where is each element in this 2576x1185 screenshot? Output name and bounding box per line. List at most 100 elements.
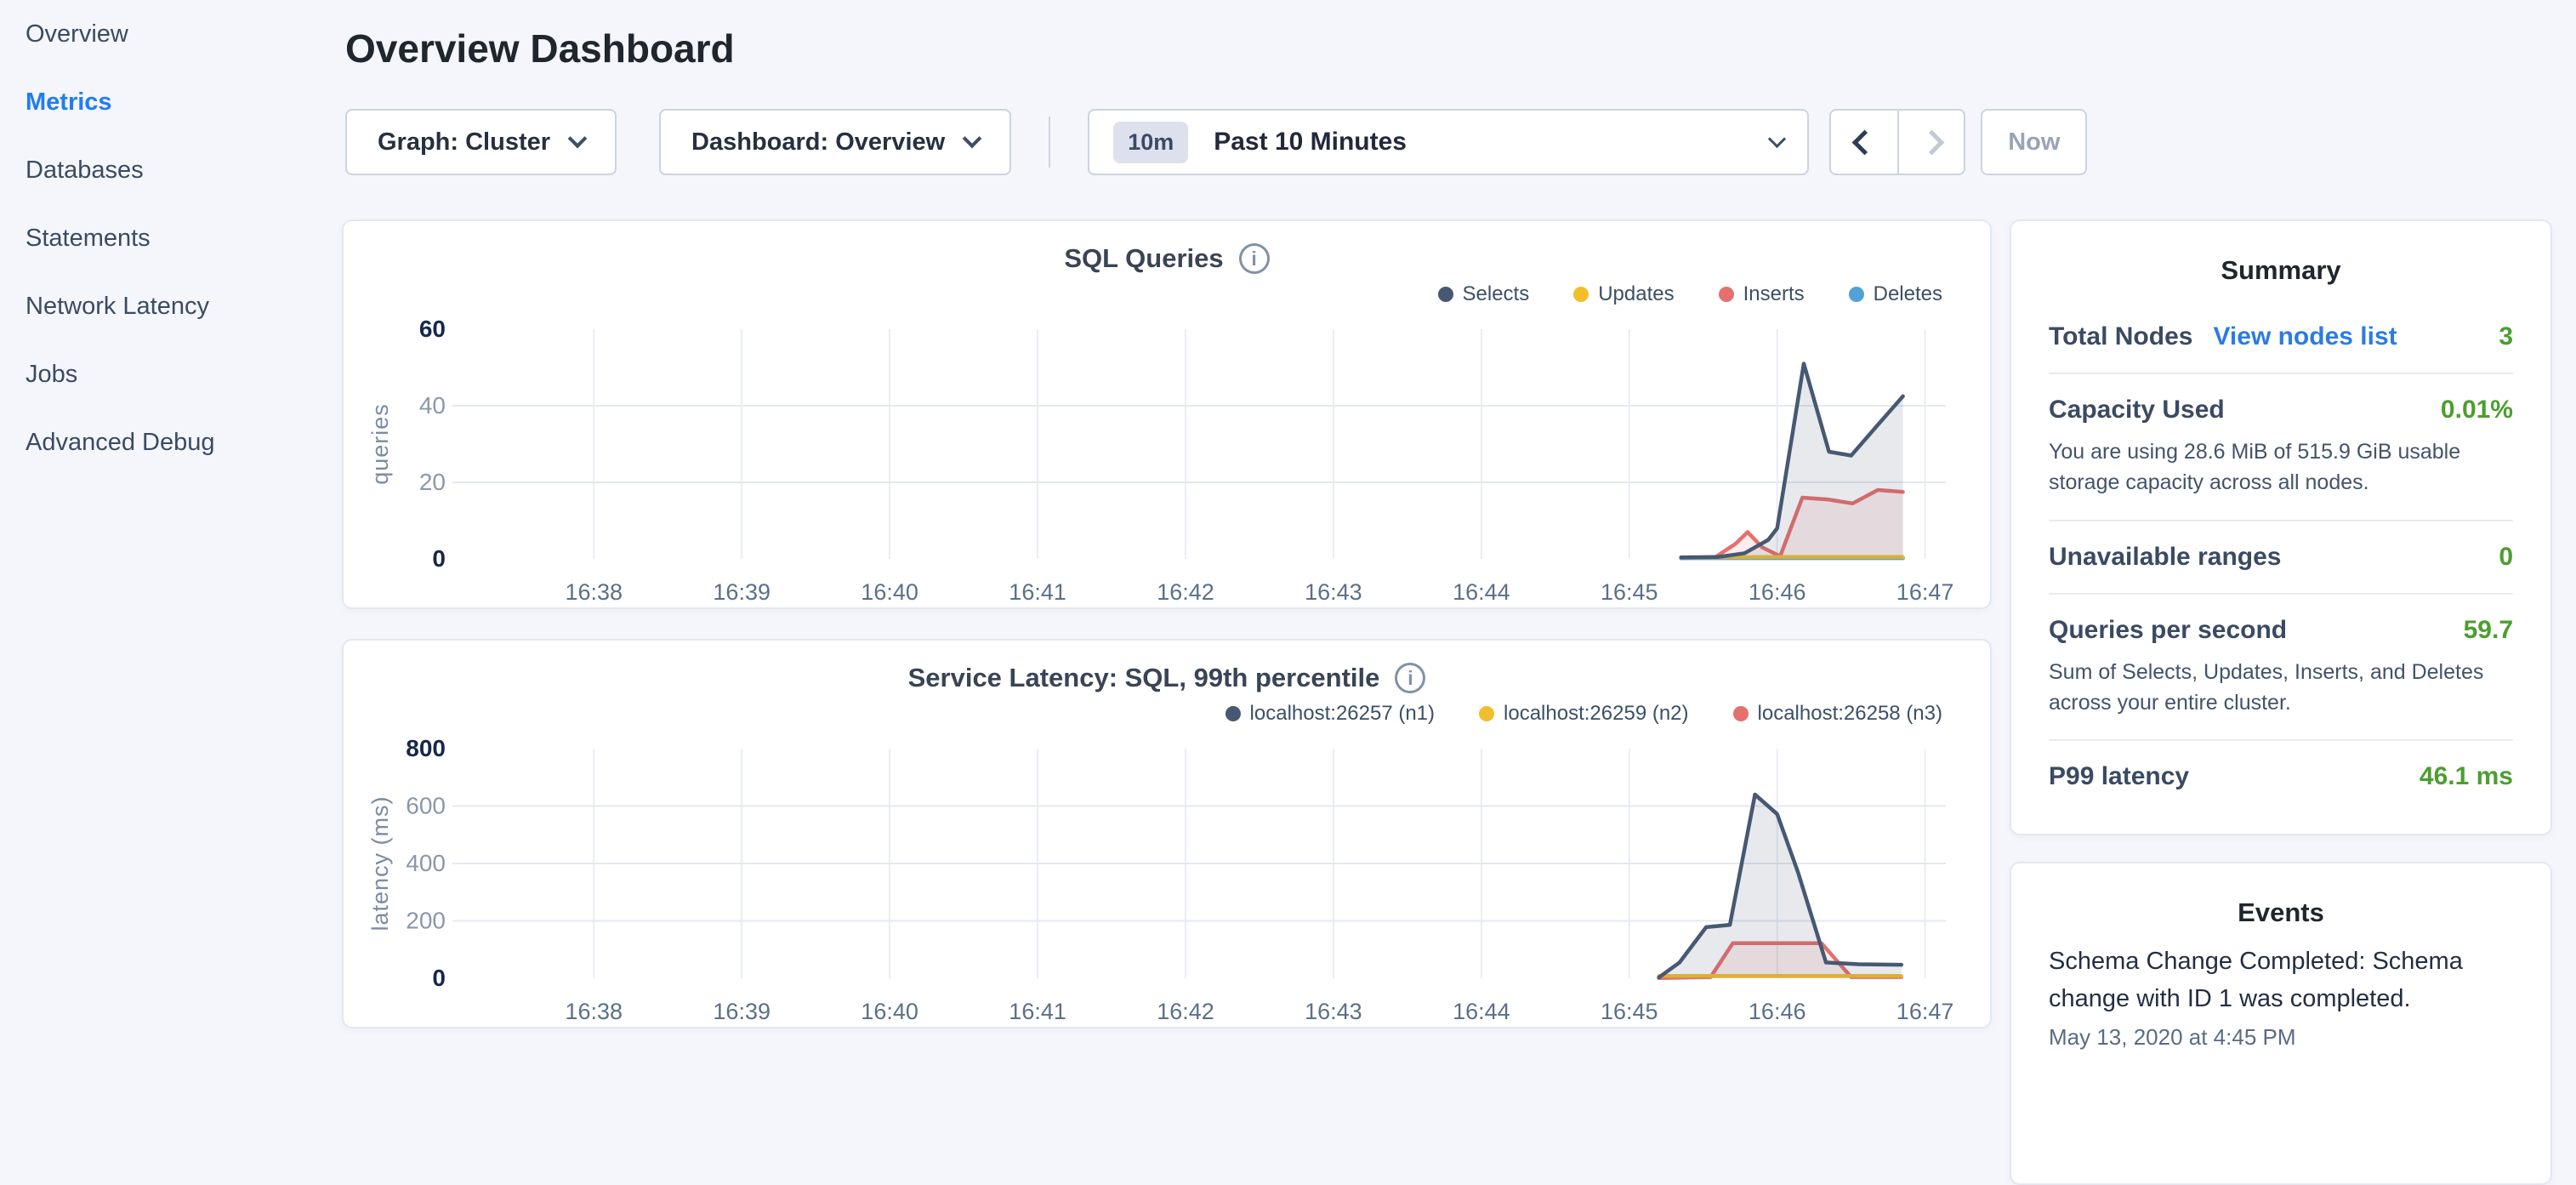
svg-text:16:46: 16:46 xyxy=(1749,999,1806,1024)
svg-text:queries: queries xyxy=(367,403,393,485)
toolbar-divider xyxy=(1049,117,1050,168)
svg-text:0: 0 xyxy=(432,545,446,572)
dashboard-dropdown[interactable]: Dashboard: Overview xyxy=(659,109,1011,175)
svg-text:16:42: 16:42 xyxy=(1157,579,1214,605)
sidebar-item-databases[interactable]: Databases xyxy=(26,136,342,204)
summary-rows: Total NodesView nodes list3Capacity Used… xyxy=(2049,301,2513,812)
legend-label: Updates xyxy=(1598,282,1674,306)
summary-panel: Summary Total NodesView nodes list3Capac… xyxy=(2010,219,2552,835)
svg-text:16:43: 16:43 xyxy=(1305,579,1362,605)
svg-text:16:41: 16:41 xyxy=(1009,999,1066,1024)
legend-label: localhost:26259 (n2) xyxy=(1504,702,1688,726)
legend-item-selects: Selects xyxy=(1438,282,1530,306)
info-icon[interactable]: i xyxy=(1395,663,1425,693)
svg-text:16:45: 16:45 xyxy=(1601,579,1658,605)
chart-card-sql-queries: SQL Queries i Selects Updates Inserts Delet… xyxy=(342,219,1992,609)
svg-text:16:46: 16:46 xyxy=(1749,579,1806,605)
sidebar-item-advanced-debug[interactable]: Advanced Debug xyxy=(26,408,342,476)
chart-title-row: SQL Queries i xyxy=(344,242,1990,276)
right-sidebar: Summary Total NodesView nodes list3Capac… xyxy=(2010,219,2552,1185)
time-range-badge: 10m xyxy=(1113,122,1188,163)
graph-dropdown[interactable]: Graph: Cluster xyxy=(345,109,617,175)
legend-dot-icon xyxy=(1479,706,1494,721)
chart-card-service-latency: Service Latency: SQL, 99th percentile i … xyxy=(342,639,1992,1028)
chevron-right-icon xyxy=(1919,129,1944,155)
legend-dot-icon xyxy=(1849,287,1864,302)
legend-label: Inserts xyxy=(1743,282,1805,306)
event-text: Schema Change Completed: Schema change w… xyxy=(2049,943,2513,1017)
view-nodes-list-link[interactable]: View nodes list xyxy=(2213,322,2397,351)
charts-column: SQL Queries i Selects Updates Inserts Delet… xyxy=(342,219,1992,1185)
legend-label: localhost:26257 (n1) xyxy=(1250,702,1435,726)
summary-row-head: P99 latency 46.1 ms xyxy=(2049,762,2513,791)
summary-row-label: Queries per second xyxy=(2049,616,2287,645)
legend-dot-icon xyxy=(1438,287,1453,302)
sidebar-item-metrics[interactable]: Metrics xyxy=(26,68,342,136)
legend-dot-icon xyxy=(1573,287,1589,302)
chart-title: Service Latency: SQL, 99th percentile xyxy=(908,663,1380,693)
chevron-left-icon xyxy=(1851,129,1877,155)
svg-text:16:47: 16:47 xyxy=(1896,999,1954,1024)
summary-row-capacity-used: Capacity Used0.01%You are using 28.6 MiB… xyxy=(2049,373,2513,520)
svg-text:16:45: 16:45 xyxy=(1601,999,1658,1024)
summary-row-label: Capacity Used xyxy=(2049,396,2225,424)
svg-text:600: 600 xyxy=(406,793,446,819)
time-range-picker[interactable]: 10m Past 10 Minutes xyxy=(1088,109,1809,175)
now-button-label: Now xyxy=(2008,128,2060,157)
svg-text:16:42: 16:42 xyxy=(1157,999,1214,1024)
svg-text:0: 0 xyxy=(432,965,446,991)
svg-text:16:43: 16:43 xyxy=(1305,999,1362,1024)
now-button[interactable]: Now xyxy=(1981,109,2087,175)
summary-row-head: Queries per second 59.7 xyxy=(2049,616,2513,645)
svg-text:800: 800 xyxy=(406,738,446,761)
summary-row-head: Total NodesView nodes list3 xyxy=(2049,322,2513,351)
chevron-down-icon xyxy=(1768,129,1786,147)
legend-item-inserts: Inserts xyxy=(1719,282,1805,306)
events-panel: Events Schema Change Completed: Schema c… xyxy=(2010,862,2552,1185)
event-list-item[interactable]: Schema Change Completed: Schema change w… xyxy=(2049,943,2513,1051)
svg-text:16:38: 16:38 xyxy=(566,579,623,605)
legend-dot-icon xyxy=(1225,706,1241,721)
svg-text:16:39: 16:39 xyxy=(713,999,771,1024)
svg-text:16:39: 16:39 xyxy=(713,579,771,605)
events-panel-title: Events xyxy=(2049,897,2513,928)
chart-legend: localhost:26257 (n1) localhost:26259 (n2)… xyxy=(344,702,1942,726)
sidebar-item-network-latency[interactable]: Network Latency xyxy=(26,272,342,340)
legend-item-localhost-26258-n3: localhost:26258 (n3) xyxy=(1733,702,1942,726)
info-icon[interactable]: i xyxy=(1239,243,1270,274)
svg-text:16:44: 16:44 xyxy=(1453,999,1510,1024)
sidebar-item-overview[interactable]: Overview xyxy=(26,0,342,68)
sidebar-item-jobs[interactable]: Jobs xyxy=(26,340,342,408)
legend-item-deletes: Deletes xyxy=(1849,282,1942,306)
sidebar-item-statements[interactable]: Statements xyxy=(26,204,342,272)
summary-row-value: 3 xyxy=(2499,322,2513,351)
summary-row-description: Sum of Selects, Updates, Inserts, and De… xyxy=(2049,657,2513,719)
summary-row-label: P99 latency xyxy=(2049,762,2189,791)
svg-text:40: 40 xyxy=(419,392,446,419)
summary-row-head: Unavailable ranges0 xyxy=(2049,543,2513,572)
svg-text:16:44: 16:44 xyxy=(1453,579,1510,605)
chart-title-row: Service Latency: SQL, 99th percentile i xyxy=(344,661,1990,695)
svg-text:400: 400 xyxy=(406,850,446,876)
chart-title: SQL Queries xyxy=(1064,243,1223,274)
summary-row-total-nodes: Total NodesView nodes list3 xyxy=(2049,301,2513,373)
page-title: Overview Dashboard xyxy=(345,26,2576,71)
summary-row-value: 0 xyxy=(2499,543,2513,572)
svg-text:latency (ms): latency (ms) xyxy=(367,795,393,931)
svg-text:200: 200 xyxy=(406,908,446,934)
events-list: Schema Change Completed: Schema change w… xyxy=(2049,943,2513,1051)
summary-row-unavailable-ranges: Unavailable ranges0 xyxy=(2049,520,2513,593)
summary-row-value: 59.7 xyxy=(2464,616,2513,645)
next-range-button[interactable] xyxy=(1897,111,1964,174)
dashboard-dropdown-label: Dashboard: Overview xyxy=(691,128,945,157)
summary-row-value: 46.1 ms xyxy=(2420,762,2513,791)
svg-text:16:40: 16:40 xyxy=(861,579,918,605)
legend-label: Selects xyxy=(1463,282,1530,306)
sidebar-nav: OverviewMetricsDatabasesStatementsNetwor… xyxy=(0,0,342,1051)
previous-range-button[interactable] xyxy=(1831,111,1897,174)
chevron-down-icon xyxy=(568,129,588,149)
legend-dot-icon xyxy=(1719,287,1734,302)
chart-legend: Selects Updates Inserts Deletes xyxy=(344,282,1942,306)
graph-dropdown-label: Graph: Cluster xyxy=(378,128,550,157)
svg-text:16:38: 16:38 xyxy=(566,999,623,1024)
